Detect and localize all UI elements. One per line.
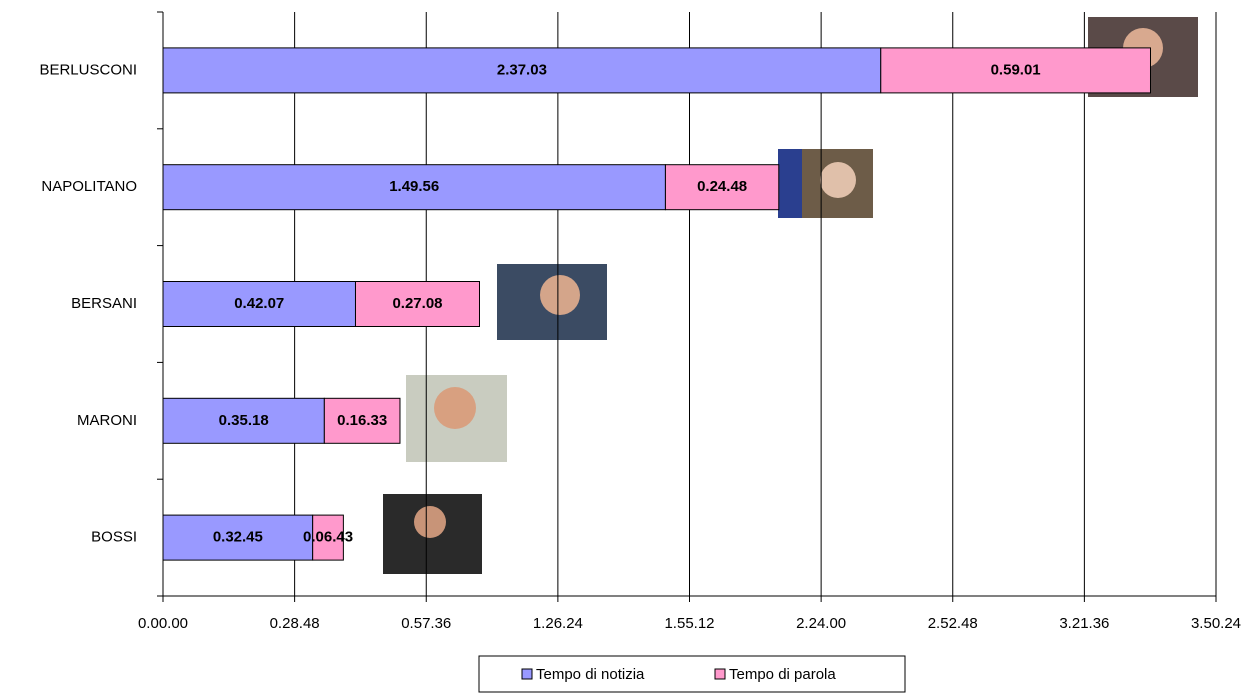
x-tick-label: 3.50.24 — [1191, 615, 1241, 632]
value-label: 1.49.56 — [389, 178, 439, 195]
x-tick-label: 1.26.24 — [533, 615, 583, 632]
bar-segment — [880, 47, 1151, 94]
x-tick-label: 0.57.36 — [401, 615, 451, 632]
x-tick-label: 1.55.12 — [664, 615, 714, 632]
photo-face — [414, 506, 446, 538]
value-label: 0.59.01 — [991, 61, 1041, 78]
value-label: 0.06.43 — [303, 529, 353, 546]
photo-flag — [778, 149, 802, 218]
x-tick-label: 2.24.00 — [796, 615, 846, 632]
value-label: 0.42.07 — [234, 295, 284, 312]
legend-swatch — [714, 668, 726, 680]
bar-segment — [162, 281, 356, 327]
bar-segment — [323, 397, 401, 444]
bar-segment — [312, 514, 344, 561]
value-label: 0.32.45 — [213, 529, 263, 546]
value-label: 2.37.03 — [497, 61, 547, 78]
photo-face — [540, 275, 580, 315]
bar-segment — [162, 514, 314, 561]
photo-face — [820, 162, 856, 198]
value-label: 0.35.18 — [219, 412, 269, 429]
photo-face — [434, 387, 476, 429]
bar-segment — [664, 164, 780, 211]
y-tick-label: BERSANI — [71, 295, 137, 312]
legend-box — [478, 655, 906, 693]
x-tick-label: 0.28.48 — [270, 615, 320, 632]
y-tick-label: BOSSI — [91, 529, 137, 546]
x-tick-label: 0.00.00 — [138, 615, 188, 632]
legend-swatch — [521, 668, 533, 680]
value-label: 0.27.08 — [392, 295, 442, 312]
value-label: 0.16.33 — [337, 412, 387, 429]
x-tick-label: 2.52.48 — [928, 615, 978, 632]
legend-label: Tempo di parola — [729, 666, 836, 683]
y-tick-label: MARONI — [77, 412, 137, 429]
bar-segment — [354, 281, 480, 327]
x-tick-label: 3.21.36 — [1059, 615, 1109, 632]
y-tick-label: NAPOLITANO — [41, 178, 137, 195]
value-label: 0.24.48 — [697, 178, 747, 195]
y-tick-label: BERLUSCONI — [39, 61, 137, 78]
legend-label: Tempo di notizia — [536, 666, 645, 683]
photos — [383, 17, 1198, 574]
bar-segment — [162, 164, 666, 211]
bar-segment — [162, 47, 882, 94]
